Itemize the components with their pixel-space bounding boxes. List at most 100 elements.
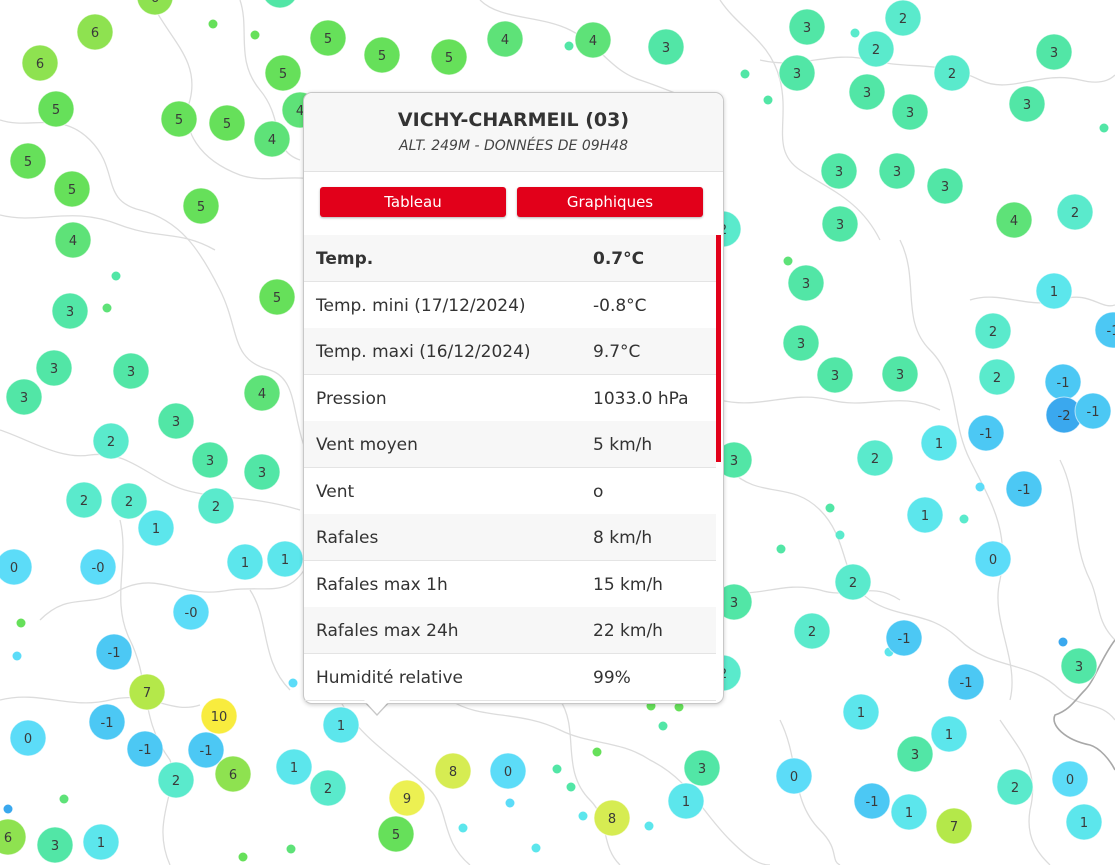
station-marker[interactable]: 3 (1008, 85, 1046, 123)
marker-circle[interactable] (88, 703, 126, 741)
marker-circle[interactable] (935, 807, 973, 845)
station-marker[interactable]: 4 (243, 374, 281, 412)
marker-circle[interactable] (787, 264, 825, 302)
marker-circle[interactable] (1035, 272, 1073, 310)
marker-circle[interactable] (1060, 647, 1098, 685)
station-marker[interactable]: 0 (974, 540, 1012, 578)
station-marker[interactable]: 6 (21, 44, 59, 82)
station-marker[interactable]: 2 (793, 612, 831, 650)
marker-circle[interactable] (1065, 803, 1103, 841)
marker-circle[interactable] (200, 697, 238, 735)
marker-circle[interactable] (110, 482, 148, 520)
marker-circle[interactable] (214, 755, 252, 793)
station-marker[interactable]: 1 (82, 823, 120, 861)
station-marker[interactable]: 3 (191, 441, 229, 479)
marker-circle[interactable] (834, 563, 872, 601)
station-dot[interactable] (1099, 123, 1109, 133)
station-marker[interactable]: 1 (266, 540, 304, 578)
station-marker[interactable]: 2 (834, 563, 872, 601)
marker-circle[interactable] (1005, 470, 1043, 508)
station-marker[interactable]: 2 (309, 769, 347, 807)
marker-circle[interactable] (647, 28, 685, 66)
popup-scrollbar[interactable] (716, 235, 721, 462)
marker-circle[interactable] (112, 352, 150, 390)
station-marker[interactable]: 3 (36, 826, 74, 864)
marker-circle[interactable] (0, 548, 33, 586)
station-marker[interactable]: 5 (160, 100, 198, 138)
station-marker[interactable]: 2 (157, 761, 195, 799)
marker-circle[interactable] (5, 378, 43, 416)
marker-circle[interactable] (920, 424, 958, 462)
station-marker[interactable]: 3 (1060, 647, 1098, 685)
tableau-button[interactable]: Tableau (320, 187, 506, 217)
station-dot[interactable] (825, 503, 835, 513)
station-marker[interactable]: 3 (35, 349, 73, 387)
marker-circle[interactable] (430, 38, 468, 76)
station-marker[interactable]: 6 (214, 755, 252, 793)
marker-circle[interactable] (36, 826, 74, 864)
station-marker[interactable]: 0 (1051, 760, 1089, 798)
station-marker[interactable]: 3 (782, 324, 820, 362)
marker-circle[interactable] (1094, 311, 1115, 349)
station-marker[interactable]: -1 (88, 703, 126, 741)
station-marker[interactable]: 3 (821, 205, 859, 243)
station-marker[interactable]: 2 (996, 768, 1034, 806)
marker-circle[interactable] (821, 205, 859, 243)
marker-circle[interactable] (878, 152, 916, 190)
station-marker[interactable]: 3 (51, 292, 89, 330)
marker-circle[interactable] (881, 355, 919, 393)
marker-circle[interactable] (191, 441, 229, 479)
station-marker[interactable]: 2 (197, 487, 235, 525)
station-marker[interactable]: 1 (137, 509, 175, 547)
station-marker[interactable]: 5 (182, 187, 220, 225)
station-marker[interactable]: 2 (1056, 193, 1094, 231)
station-marker[interactable]: 3 (926, 167, 964, 205)
marker-circle[interactable] (890, 793, 928, 831)
station-marker[interactable]: 3 (157, 402, 195, 440)
marker-circle[interactable] (1074, 392, 1112, 430)
marker-circle[interactable] (208, 104, 246, 142)
station-dot[interactable] (975, 482, 985, 492)
station-dot[interactable] (238, 852, 248, 862)
station-dot[interactable] (531, 843, 541, 853)
station-marker[interactable]: 3 (112, 352, 150, 390)
station-marker[interactable]: 1 (920, 424, 958, 462)
station-marker[interactable]: 5 (430, 38, 468, 76)
marker-circle[interactable] (574, 21, 612, 59)
marker-circle[interactable] (926, 167, 964, 205)
station-marker[interactable]: 3 (5, 378, 43, 416)
marker-circle[interactable] (82, 823, 120, 861)
station-marker[interactable]: -1 (1044, 363, 1082, 401)
station-marker[interactable]: 1 (842, 693, 880, 731)
station-dot[interactable] (288, 678, 298, 688)
station-marker[interactable]: 5 (9, 142, 47, 180)
marker-circle[interactable] (933, 54, 971, 92)
station-marker[interactable]: 2 (856, 439, 894, 477)
marker-circle[interactable] (842, 693, 880, 731)
station-marker[interactable]: 4 (54, 221, 92, 259)
marker-circle[interactable] (857, 30, 895, 68)
marker-circle[interactable] (275, 748, 313, 786)
marker-circle[interactable] (974, 312, 1012, 350)
marker-circle[interactable] (778, 54, 816, 92)
station-marker[interactable]: 1 (226, 543, 264, 581)
station-marker[interactable]: 5 (37, 90, 75, 128)
station-marker[interactable]: 3 (891, 93, 929, 131)
station-marker[interactable]: 5 (363, 36, 401, 74)
marker-circle[interactable] (1056, 193, 1094, 231)
station-marker[interactable]: 0 (9, 719, 47, 757)
marker-circle[interactable] (489, 752, 527, 790)
station-marker[interactable]: 0 (0, 548, 33, 586)
marker-circle[interactable] (322, 706, 360, 744)
station-dot[interactable] (59, 794, 69, 804)
station-marker[interactable]: 1 (890, 793, 928, 831)
marker-circle[interactable] (363, 36, 401, 74)
station-marker[interactable]: -1 (1074, 392, 1112, 430)
marker-circle[interactable] (848, 73, 886, 111)
marker-circle[interactable] (54, 221, 92, 259)
station-marker[interactable]: 5 (264, 54, 302, 92)
marker-circle[interactable] (486, 20, 524, 58)
station-marker[interactable]: 3 (262, 0, 298, 9)
marker-circle[interactable] (137, 509, 175, 547)
